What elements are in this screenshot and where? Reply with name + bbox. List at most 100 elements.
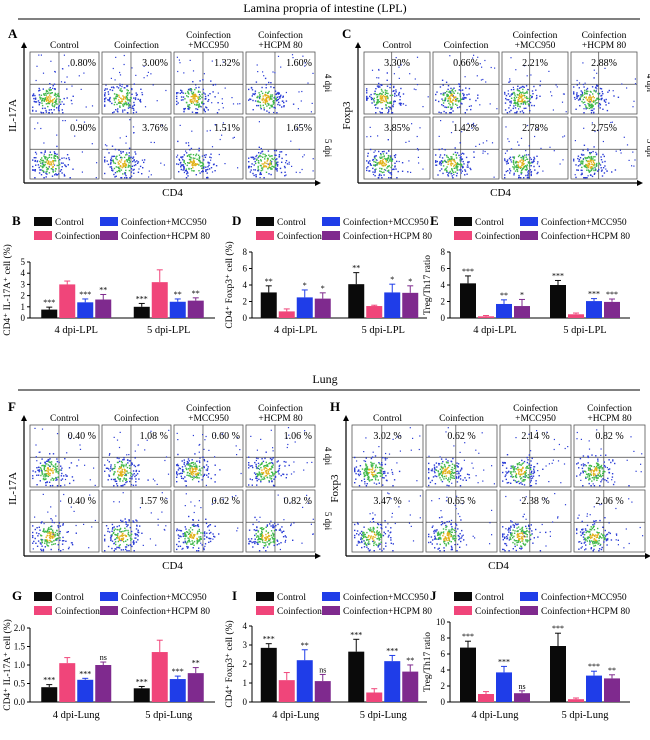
event-dot	[396, 177, 398, 179]
event-dot	[505, 126, 507, 128]
event-dot	[581, 166, 583, 169]
event-dot	[52, 160, 54, 162]
event-dot	[109, 453, 111, 455]
event-dot	[46, 168, 48, 171]
event-dot	[123, 464, 125, 466]
event-dot	[165, 525, 167, 527]
event-dot	[450, 112, 452, 114]
event-dot	[593, 101, 595, 103]
event-dot	[523, 484, 526, 486]
event-dot	[269, 468, 271, 470]
event-dot	[515, 472, 518, 475]
flow-plot-cell: 2.78%	[501, 116, 569, 180]
event-dot	[524, 159, 526, 161]
event-dot	[50, 470, 53, 472]
event-dot	[264, 165, 266, 167]
event-dot	[32, 159, 34, 161]
event-dot	[310, 111, 312, 113]
event-dot	[122, 104, 124, 106]
event-dot	[520, 96, 522, 99]
event-dot	[263, 165, 265, 167]
event-dot	[60, 465, 62, 467]
event-dot	[589, 96, 591, 98]
event-dot	[261, 527, 263, 529]
event-dot	[517, 164, 519, 166]
event-dot	[520, 469, 522, 471]
event-dot	[214, 170, 216, 172]
event-dot	[122, 163, 124, 165]
event-dot	[249, 98, 251, 100]
event-dot	[96, 162, 98, 164]
event-dot	[203, 159, 205, 161]
event-dot	[55, 479, 57, 481]
event-dot	[399, 102, 401, 104]
event-dot	[513, 466, 515, 468]
event-dot	[120, 467, 122, 470]
event-dot	[250, 166, 252, 168]
event-dot	[516, 165, 518, 167]
event-dot	[357, 469, 360, 471]
event-dot	[196, 108, 199, 111]
event-dot	[39, 98, 41, 100]
event-dot	[111, 159, 113, 162]
event-dot	[253, 169, 255, 171]
event-dot	[127, 533, 129, 535]
event-dot	[258, 162, 260, 164]
event-dot	[41, 539, 44, 541]
event-dot	[136, 473, 139, 475]
event-dot	[490, 66, 492, 69]
event-dot	[251, 541, 253, 544]
event-dot	[447, 466, 450, 469]
event-dot	[179, 535, 181, 537]
event-dot	[250, 435, 252, 437]
event-dot	[390, 159, 393, 161]
event-dot	[524, 474, 526, 476]
event-dot	[189, 534, 192, 536]
event-dot	[111, 155, 113, 158]
event-dot	[263, 177, 265, 179]
event-dot	[278, 101, 280, 104]
event-dot	[576, 97, 578, 99]
event-dot	[39, 451, 41, 453]
event-dot	[254, 540, 256, 543]
event-dot	[212, 533, 214, 535]
event-dot	[452, 477, 454, 479]
event-dot	[299, 124, 301, 126]
event-dot	[45, 156, 47, 158]
event-dot	[274, 107, 276, 109]
event-dot	[376, 164, 378, 166]
event-dot	[377, 100, 379, 102]
event-dot	[125, 463, 127, 465]
event-dot	[523, 86, 525, 88]
event-dot	[391, 469, 393, 471]
event-dot	[32, 531, 34, 534]
event-dot	[186, 101, 188, 104]
event-dot	[596, 72, 598, 74]
event-dot	[445, 167, 447, 170]
event-dot	[123, 102, 125, 105]
event-dot	[579, 164, 581, 166]
event-dot	[593, 108, 595, 110]
event-dot	[435, 462, 438, 464]
event-dot	[64, 120, 66, 122]
event-dot	[118, 537, 120, 539]
event-dot	[520, 166, 522, 168]
event-dot	[41, 97, 44, 100]
event-dot	[127, 93, 129, 95]
event-dot	[256, 472, 258, 475]
flow-plot-cell: 0.40 %	[29, 489, 100, 553]
event-dot	[594, 87, 597, 89]
event-dot	[519, 92, 521, 95]
event-dot	[450, 106, 452, 108]
column-header: Control	[382, 41, 411, 51]
event-dot	[519, 167, 522, 169]
event-dot	[262, 547, 265, 549]
event-dot	[119, 105, 121, 107]
event-dot	[379, 475, 382, 477]
event-dot	[75, 524, 77, 527]
event-dot	[516, 168, 518, 171]
event-dot	[277, 98, 280, 101]
event-dot	[192, 159, 195, 161]
event-dot	[590, 473, 592, 476]
event-dot	[377, 177, 380, 179]
